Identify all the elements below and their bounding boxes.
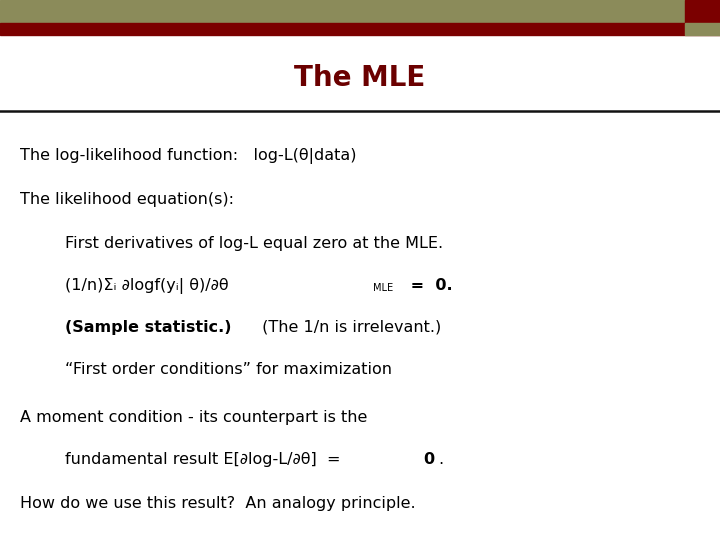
Text: MLE: MLE bbox=[373, 283, 393, 293]
Text: (1/n)Σᵢ ∂logf(yᵢ| θ)/∂θ: (1/n)Σᵢ ∂logf(yᵢ| θ)/∂θ bbox=[65, 278, 229, 294]
Text: How do we use this result?  An analogy principle.: How do we use this result? An analogy pr… bbox=[20, 496, 415, 511]
Bar bbox=[685, 0, 720, 23]
Text: A moment condition - its counterpart is the: A moment condition - its counterpart is … bbox=[20, 410, 367, 425]
Text: The likelihood equation(s):: The likelihood equation(s): bbox=[20, 192, 234, 207]
Text: The log-likelihood function:   log-L(θ|data): The log-likelihood function: log-L(θ|dat… bbox=[20, 148, 356, 164]
Text: .: . bbox=[438, 452, 443, 467]
Text: First derivatives of log-L equal zero at the MLE.: First derivatives of log-L equal zero at… bbox=[65, 236, 443, 251]
Text: 0: 0 bbox=[423, 452, 434, 467]
Text: (Sample statistic.): (Sample statistic.) bbox=[65, 320, 232, 335]
Text: “First order conditions” for maximization: “First order conditions” for maximizatio… bbox=[65, 362, 392, 377]
Bar bbox=[0, 23, 720, 35]
Text: (The 1/n is irrelevant.): (The 1/n is irrelevant.) bbox=[257, 320, 441, 335]
Bar bbox=[0, 0, 720, 23]
Text: fundamental result E[∂log-L/∂θ]  =: fundamental result E[∂log-L/∂θ] = bbox=[65, 452, 351, 467]
Bar bbox=[685, 23, 720, 35]
Text: The MLE: The MLE bbox=[294, 64, 426, 92]
Text: =  0.: = 0. bbox=[405, 278, 453, 293]
